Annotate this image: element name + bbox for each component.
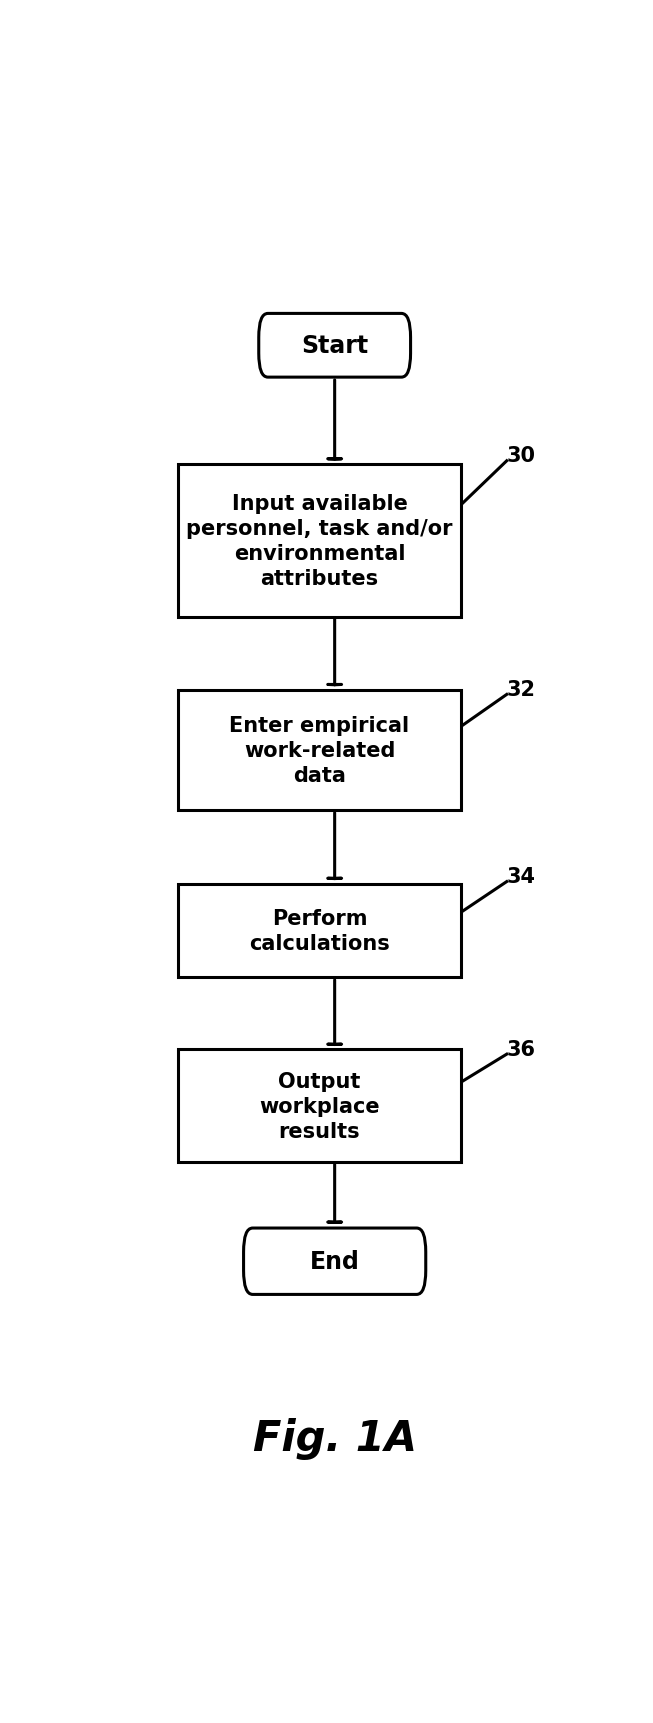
Text: Start: Start	[301, 334, 368, 358]
Text: 36: 36	[507, 1039, 535, 1060]
FancyBboxPatch shape	[244, 1228, 426, 1294]
Bar	[178, 691, 461, 810]
Bar	[178, 1049, 461, 1163]
Text: End: End	[310, 1249, 360, 1273]
Text: Perform
calculations: Perform calculations	[249, 908, 390, 953]
Bar	[178, 465, 461, 617]
Text: Enter empirical
work-related
data: Enter empirical work-related data	[229, 717, 409, 786]
Text: Input available
personnel, task and/or
environmental
attributes: Input available personnel, task and/or e…	[186, 495, 453, 588]
FancyBboxPatch shape	[259, 314, 411, 377]
Text: Fig. 1A: Fig. 1A	[253, 1416, 417, 1459]
Text: 34: 34	[507, 867, 535, 887]
Text: Output
workplace
results: Output workplace results	[259, 1072, 380, 1141]
Bar	[178, 884, 461, 977]
Text: 30: 30	[507, 446, 535, 467]
Text: 32: 32	[507, 679, 535, 700]
